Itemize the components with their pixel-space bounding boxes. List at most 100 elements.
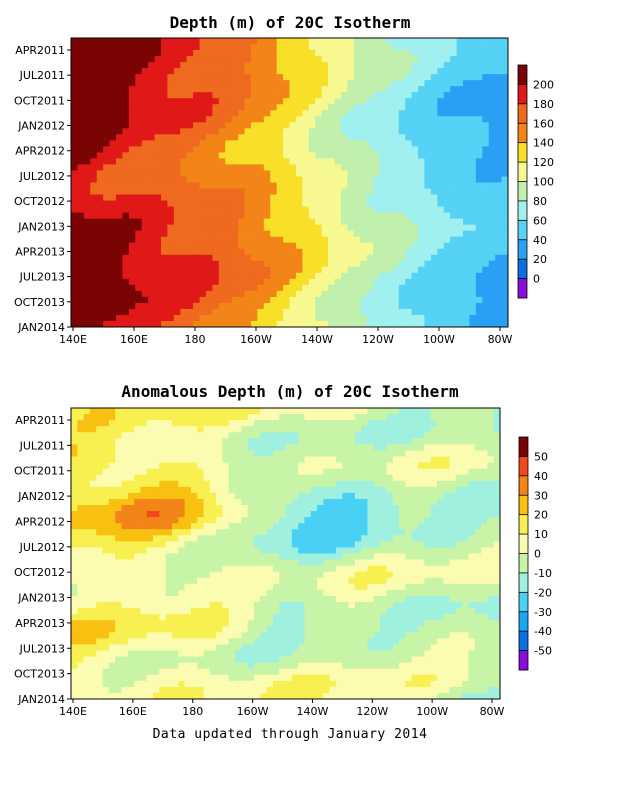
heatmap-cell: [171, 438, 179, 445]
heatmap-cell: [108, 498, 116, 506]
heatmap-cell: [456, 266, 464, 274]
heatmap-cell: [71, 456, 78, 464]
heatmap-cell: [122, 50, 130, 57]
heatmap-cell: [263, 98, 271, 105]
heatmap-cell: [295, 266, 303, 274]
heatmap-cell: [96, 420, 104, 427]
heatmap-cell: [347, 320, 355, 327]
heatmap-cell: [253, 486, 261, 494]
heatmap-cell: [475, 218, 483, 226]
heatmap-cell: [436, 529, 444, 536]
heatmap-cell: [247, 505, 255, 512]
heatmap-cell: [141, 50, 149, 57]
heatmap-cell: [83, 74, 91, 81]
heatmap-cell: [127, 498, 135, 506]
heatmap-cell: [418, 218, 426, 226]
heatmap-cell: [462, 450, 470, 458]
heatmap-cell: [199, 146, 207, 153]
heatmap-cell: [488, 188, 496, 196]
heatmap-cell: [289, 182, 297, 190]
heatmap-cell: [115, 176, 124, 184]
heatmap-cell: [405, 50, 413, 57]
heatmap-cell: [367, 456, 375, 464]
heatmap-cell: [405, 474, 413, 482]
heatmap-cell: [501, 206, 508, 214]
heatmap-cell: [340, 308, 348, 316]
heatmap-cell: [154, 80, 162, 87]
heatmap-cell: [373, 122, 381, 129]
heatmap-cell: [197, 426, 205, 433]
colorbar-swatch: [518, 103, 527, 124]
heatmap-cell: [141, 254, 149, 262]
heatmap-cell: [317, 517, 324, 524]
heatmap-cell: [308, 260, 316, 268]
heatmap-cell: [405, 230, 413, 238]
heatmap-cell: [148, 62, 156, 69]
heatmap-cell: [450, 116, 458, 123]
heatmap-cell: [283, 206, 291, 214]
heatmap-cell: [360, 104, 368, 111]
heatmap-cell: [270, 302, 278, 310]
heatmap-cell: [165, 474, 173, 482]
heatmap-cell: [411, 50, 419, 57]
heatmap-cell: [285, 547, 293, 555]
heatmap-cell: [279, 529, 287, 536]
heatmap-cell: [263, 140, 271, 147]
heatmap-cell: [160, 200, 168, 208]
heatmap-cell: [380, 492, 388, 500]
heatmap-cell: [463, 290, 471, 298]
heatmap-cell: [462, 511, 470, 518]
heatmap-cell: [154, 182, 162, 190]
heatmap-cell: [89, 408, 97, 415]
heatmap-cell: [398, 62, 406, 69]
heatmap-cell: [304, 517, 312, 524]
heatmap-cell: [398, 50, 406, 57]
heatmap-cell: [340, 206, 348, 214]
heatmap-cell: [468, 444, 476, 452]
heatmap-cell: [231, 158, 239, 166]
heatmap-cell: [302, 62, 310, 69]
heatmap-cell: [386, 480, 394, 488]
heatmap-cell: [411, 194, 419, 202]
heatmap-cell: [71, 529, 78, 536]
heatmap-cell: [272, 523, 280, 530]
heatmap-cell: [231, 296, 239, 304]
heatmap-cell: [203, 535, 211, 542]
heatmap-cell: [222, 480, 230, 488]
heatmap-cell: [310, 535, 318, 542]
heatmap-cell: [160, 248, 168, 256]
heatmap-cell: [167, 38, 175, 45]
heatmap-cell: [154, 86, 162, 93]
heatmap-cell: [83, 414, 91, 421]
heatmap-cell: [398, 38, 406, 45]
heatmap-cell: [308, 218, 316, 226]
heatmap-cell: [135, 110, 143, 117]
heatmap-cell: [411, 511, 419, 518]
heatmap-cell: [354, 529, 362, 536]
heatmap-cell: [83, 230, 91, 238]
heatmap-cell: [205, 206, 213, 214]
heatmap-cell: [153, 408, 160, 415]
heatmap-cell: [488, 284, 496, 292]
heatmap-cell: [141, 44, 149, 51]
heatmap-cell: [398, 302, 406, 310]
heatmap-cell: [475, 308, 483, 316]
heatmap-cell: [263, 86, 271, 93]
heatmap-cell: [411, 474, 419, 482]
heatmap-cell: [167, 296, 175, 304]
heatmap-cell: [411, 260, 419, 268]
heatmap-cell: [121, 505, 129, 512]
heatmap-cell: [160, 98, 168, 105]
heatmap-cell: [270, 272, 278, 280]
x-tick-label: 160W: [240, 333, 272, 346]
heatmap-cell: [456, 128, 464, 135]
heatmap-cell: [216, 432, 224, 439]
heatmap-cell: [184, 486, 192, 494]
heatmap-cell: [289, 260, 297, 268]
heatmap-cell: [160, 56, 168, 63]
heatmap-cell: [430, 438, 438, 445]
heatmap-cell: [115, 140, 124, 147]
heatmap-cell: [495, 248, 503, 256]
heatmap-cell: [321, 80, 329, 87]
heatmap-cell: [398, 44, 406, 51]
